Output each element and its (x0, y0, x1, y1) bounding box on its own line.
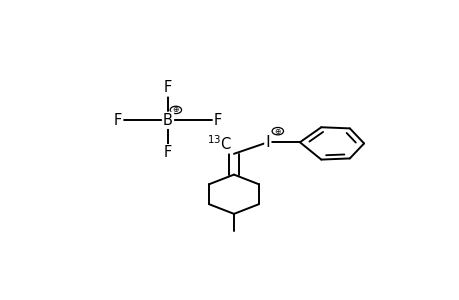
Text: F: F (114, 113, 122, 128)
Text: ⊕: ⊕ (274, 127, 280, 136)
Text: B: B (163, 113, 173, 128)
Text: F: F (163, 145, 172, 160)
Text: $^{13}$C: $^{13}$C (207, 134, 232, 153)
Text: ⊕: ⊕ (172, 105, 179, 114)
Text: I: I (265, 135, 269, 150)
Text: F: F (163, 80, 172, 95)
Text: F: F (213, 113, 222, 128)
